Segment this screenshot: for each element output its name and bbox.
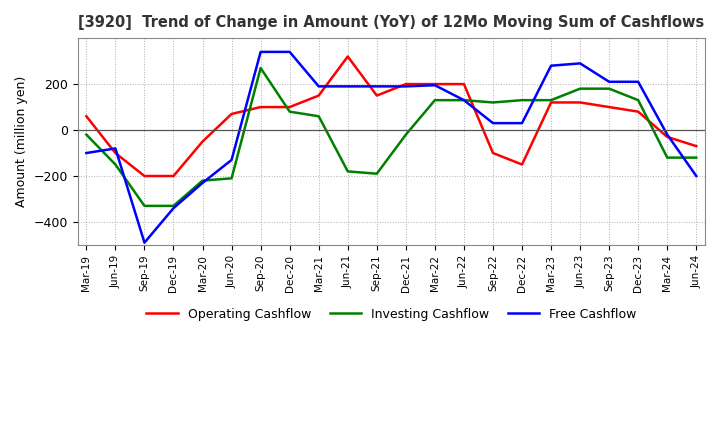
Investing Cashflow	[546, 98, 555, 103]
Operating Cashflow	[518, 162, 526, 167]
Operating Cashflow	[228, 111, 236, 117]
Free Cashflow	[111, 146, 120, 151]
Title: [3920]  Trend of Change in Amount (YoY) of 12Mo Moving Sum of Cashflows: [3920] Trend of Change in Amount (YoY) o…	[78, 15, 704, 30]
Investing Cashflow	[576, 86, 585, 92]
Operating Cashflow	[546, 100, 555, 105]
Free Cashflow	[518, 121, 526, 126]
Investing Cashflow	[256, 66, 265, 71]
Free Cashflow	[605, 79, 613, 84]
Investing Cashflow	[140, 203, 149, 209]
Operating Cashflow	[663, 134, 672, 139]
Free Cashflow	[576, 61, 585, 66]
Investing Cashflow	[315, 114, 323, 119]
Line: Investing Cashflow: Investing Cashflow	[86, 68, 696, 206]
Free Cashflow	[169, 205, 178, 211]
Investing Cashflow	[82, 132, 91, 137]
Operating Cashflow	[169, 173, 178, 179]
Operating Cashflow	[285, 104, 294, 110]
Operating Cashflow	[256, 104, 265, 110]
Operating Cashflow	[634, 109, 642, 114]
Free Cashflow	[459, 98, 468, 103]
Investing Cashflow	[228, 176, 236, 181]
Investing Cashflow	[692, 155, 701, 160]
Free Cashflow	[546, 63, 555, 68]
Free Cashflow	[140, 240, 149, 245]
Free Cashflow	[431, 83, 439, 88]
Operating Cashflow	[692, 143, 701, 149]
Operating Cashflow	[343, 54, 352, 59]
Free Cashflow	[489, 121, 498, 126]
Operating Cashflow	[315, 93, 323, 98]
Operating Cashflow	[576, 100, 585, 105]
Operating Cashflow	[605, 104, 613, 110]
Investing Cashflow	[372, 171, 381, 176]
Operating Cashflow	[459, 81, 468, 87]
Free Cashflow	[692, 173, 701, 179]
Free Cashflow	[82, 150, 91, 156]
Free Cashflow	[343, 84, 352, 89]
Free Cashflow	[198, 180, 207, 186]
Operating Cashflow	[140, 173, 149, 179]
Free Cashflow	[285, 49, 294, 55]
Operating Cashflow	[489, 150, 498, 156]
Y-axis label: Amount (million yen): Amount (million yen)	[15, 76, 28, 207]
Operating Cashflow	[82, 114, 91, 119]
Legend: Operating Cashflow, Investing Cashflow, Free Cashflow: Operating Cashflow, Investing Cashflow, …	[141, 303, 642, 326]
Free Cashflow	[315, 84, 323, 89]
Investing Cashflow	[605, 86, 613, 92]
Investing Cashflow	[169, 203, 178, 209]
Free Cashflow	[256, 49, 265, 55]
Investing Cashflow	[402, 132, 410, 137]
Investing Cashflow	[518, 98, 526, 103]
Operating Cashflow	[402, 81, 410, 87]
Free Cashflow	[228, 157, 236, 162]
Investing Cashflow	[343, 169, 352, 174]
Investing Cashflow	[431, 98, 439, 103]
Operating Cashflow	[111, 150, 120, 156]
Investing Cashflow	[489, 100, 498, 105]
Operating Cashflow	[372, 93, 381, 98]
Investing Cashflow	[198, 178, 207, 183]
Investing Cashflow	[285, 109, 294, 114]
Investing Cashflow	[663, 155, 672, 160]
Line: Free Cashflow: Free Cashflow	[86, 52, 696, 242]
Free Cashflow	[663, 132, 672, 137]
Free Cashflow	[634, 79, 642, 84]
Investing Cashflow	[634, 98, 642, 103]
Operating Cashflow	[198, 139, 207, 144]
Operating Cashflow	[431, 81, 439, 87]
Free Cashflow	[402, 84, 410, 89]
Investing Cashflow	[459, 98, 468, 103]
Line: Operating Cashflow: Operating Cashflow	[86, 56, 696, 176]
Investing Cashflow	[111, 162, 120, 167]
Free Cashflow	[372, 84, 381, 89]
